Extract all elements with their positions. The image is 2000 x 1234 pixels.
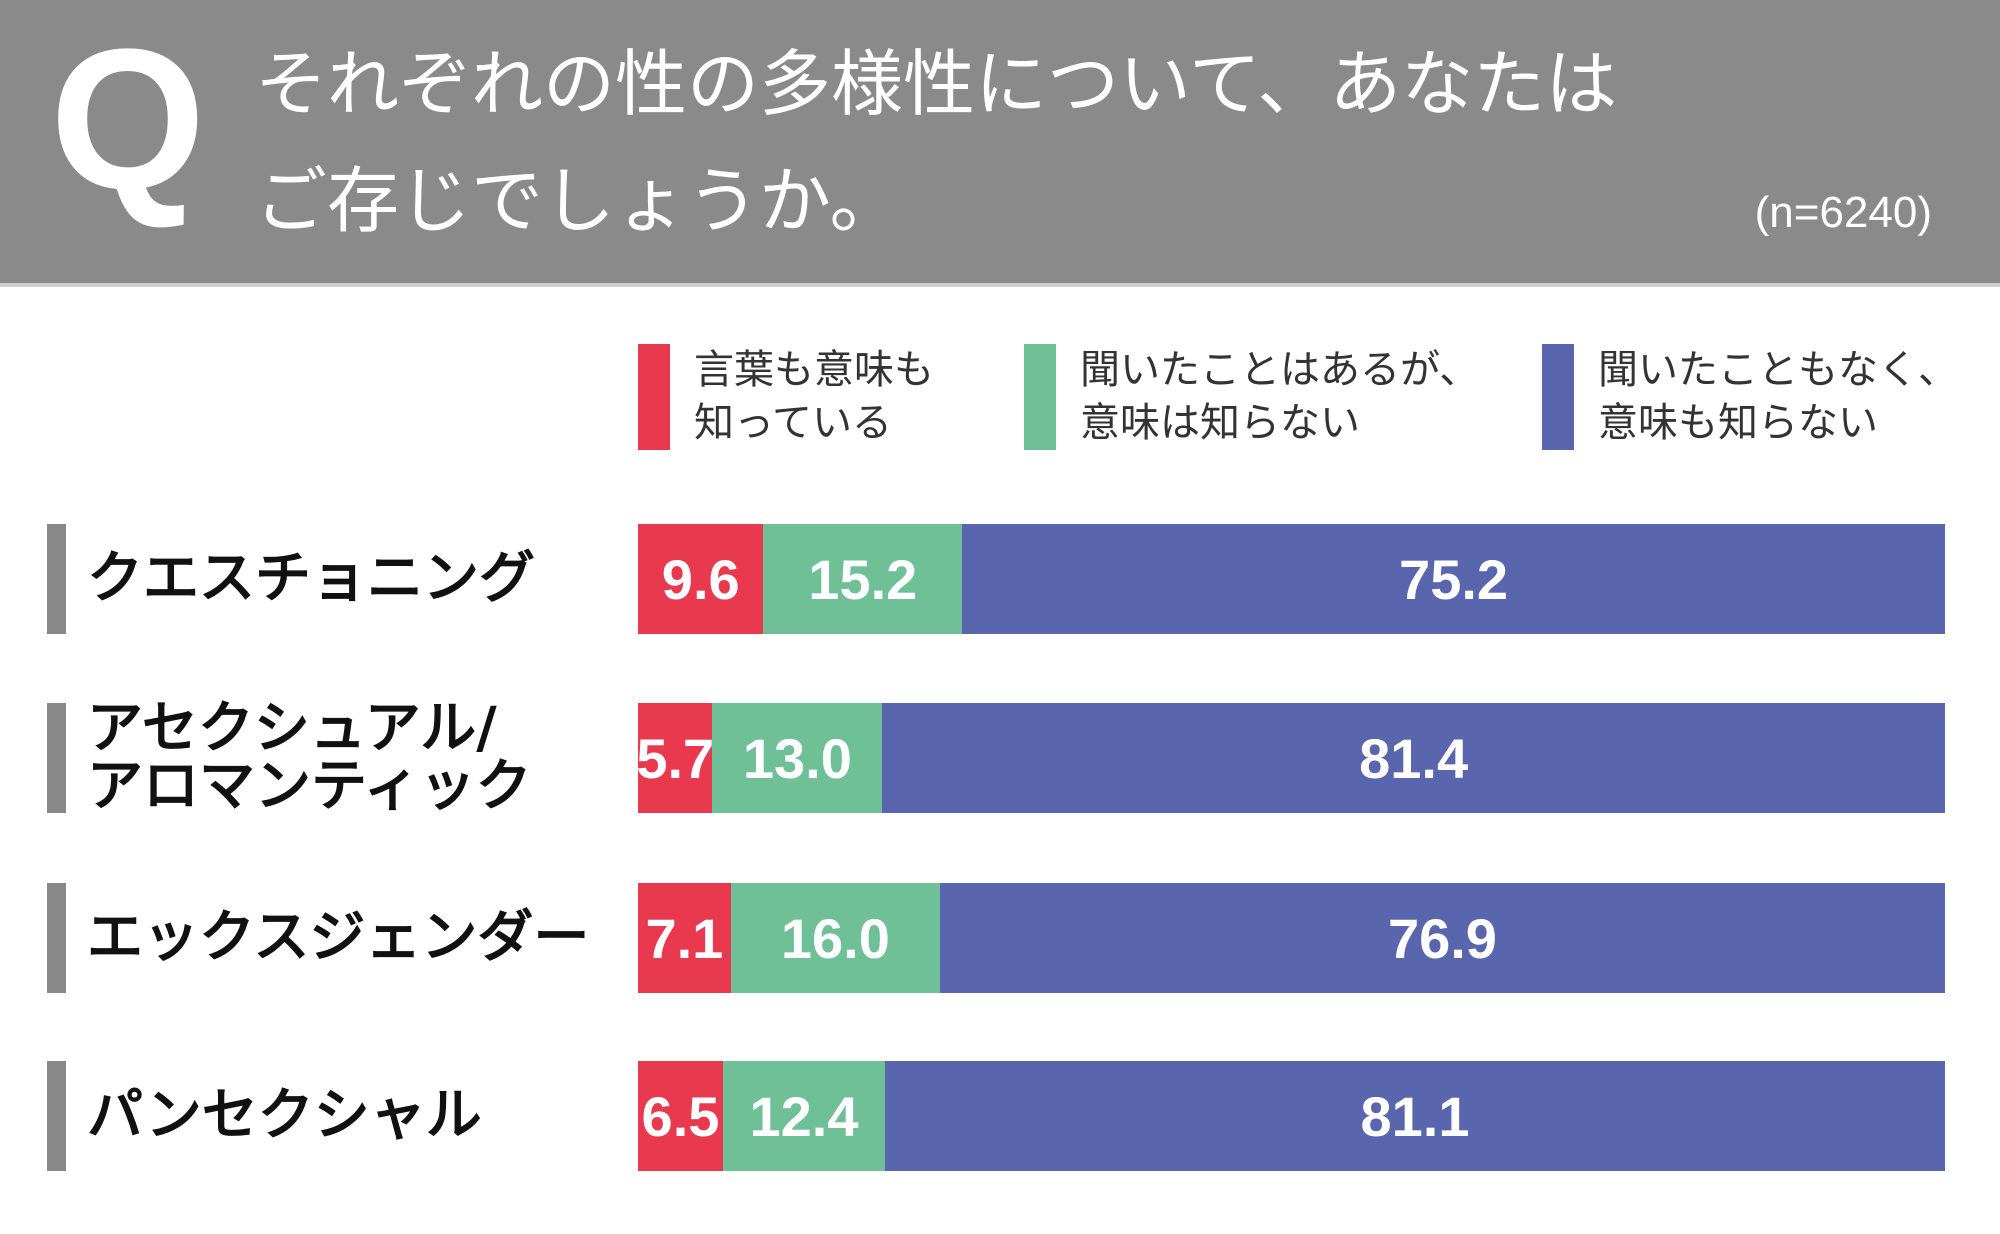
bar-segment: 15.2 (763, 524, 963, 634)
bar-segment: 13.0 (712, 703, 883, 813)
data-label: 13.0 (742, 726, 852, 790)
bar-row: パンセクシャル 6.5 12.4 81.1 (0, 1061, 2000, 1171)
data-label: 7.1 (645, 906, 724, 970)
category-label: クエスチョニング (87, 546, 535, 611)
stacked-bar: 5.7 13.0 81.4 (636, 703, 1945, 813)
data-label: 75.2 (1399, 547, 1509, 611)
data-label: 6.5 (641, 1084, 720, 1148)
stacked-bar: 7.1 16.0 76.9 (638, 883, 1945, 993)
bar-segment: 76.9 (939, 883, 1945, 993)
bar-segment: 9.6 (638, 524, 764, 634)
bar-segment: 81.4 (882, 703, 1945, 813)
legend-swatch (1024, 344, 1056, 450)
category-label: アセクシュアル/アロマンティック (87, 696, 532, 819)
sample-size: (n=6240) (1754, 188, 1932, 237)
bar-row: クエスチョニング 9.6 15.2 75.2 (0, 524, 2000, 634)
data-label: 81.1 (1360, 1084, 1470, 1148)
bar-segment: 75.2 (962, 524, 1945, 634)
category-label: パンセクシャル (87, 1083, 482, 1148)
category-marker (47, 1061, 66, 1171)
data-label: 81.4 (1359, 726, 1469, 790)
category-marker (47, 524, 66, 634)
question-header: Q それぞれの性の多様性について、あなたは ご存じでしょうか。 (n=6240) (0, 0, 2000, 287)
bar-segment: 7.1 (638, 883, 731, 993)
legend-label: 聞いたことはあるが、 意味は知らない (1080, 347, 1480, 446)
legend-swatch (1542, 344, 1574, 450)
category-marker (47, 703, 66, 813)
stacked-bar: 6.5 12.4 81.1 (638, 1061, 1945, 1171)
legend-label: 言葉も意味も 知っている (694, 347, 934, 446)
question-title-line2: ご存じでしょうか。 (255, 159, 902, 243)
question-title-line1: それぞれの性の多様性について、あなたは (255, 42, 1618, 126)
bar-segment: 6.5 (638, 1061, 723, 1171)
stacked-bar: 9.6 15.2 75.2 (638, 524, 1945, 634)
bar-segment: 12.4 (722, 1061, 886, 1171)
bar-row: エックスジェンダー 7.1 16.0 76.9 (0, 883, 2000, 993)
legend-label: 聞いたこともなく、 意味も知らない (1598, 347, 1958, 446)
data-label: 15.2 (808, 547, 918, 611)
data-label: 9.6 (661, 547, 740, 611)
data-label: 76.9 (1387, 906, 1497, 970)
data-label: 16.0 (780, 906, 890, 970)
legend-swatch (638, 344, 670, 450)
bar-segment: 16.0 (730, 883, 940, 993)
data-label: 12.4 (749, 1084, 859, 1148)
bar-segment: 5.7 (636, 703, 715, 813)
category-label: エックスジェンダー (87, 905, 590, 970)
bar-segment: 81.1 (885, 1061, 1945, 1171)
q-mark: Q (50, 8, 206, 231)
bar-row: アセクシュアル/アロマンティック 5.7 13.0 81.4 (0, 696, 2000, 819)
data-label: 5.7 (636, 726, 715, 790)
category-marker (47, 883, 66, 993)
